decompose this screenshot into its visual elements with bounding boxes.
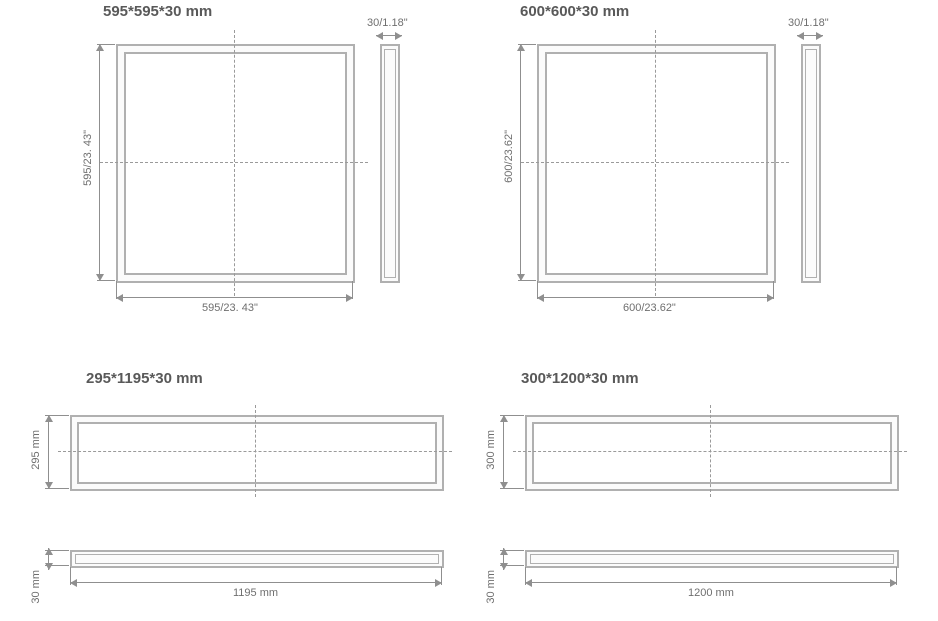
panel4-profile: [525, 550, 899, 568]
panel1-height-dim: [99, 44, 100, 281]
panel1-width-dim: [116, 297, 353, 298]
panel2-height-dim: [520, 44, 521, 281]
panel1-title: 595*595*30 mm: [103, 3, 212, 20]
panel1-thick-dim: [376, 35, 402, 36]
panel3-centerline-v: [255, 405, 256, 497]
panel2-profile: [801, 44, 821, 283]
panel2-front-inner: [545, 52, 768, 275]
panel3-width-dim: [70, 582, 442, 583]
panel3-title: 295*1195*30 mm: [86, 370, 203, 387]
panel3-front-inner: [77, 422, 437, 484]
panel4-centerline-v: [710, 405, 711, 497]
panel4-height-label: 300 mm: [485, 430, 497, 470]
panel1-height-label: 595/23. 43": [82, 130, 94, 186]
panel1-width-label: 595/23. 43": [202, 302, 258, 314]
panel1-thick-label: 30/1.18": [367, 17, 408, 29]
panel4-height-dim: [503, 415, 504, 489]
panel2-height-label: 600/23.62": [503, 130, 515, 183]
panel4-width-dim: [525, 582, 897, 583]
panel3-thick-label: 30 mm: [30, 570, 42, 604]
panel2-width-dim: [537, 297, 774, 298]
panel4-title: 300*1200*30 mm: [521, 370, 639, 387]
panel1-front: [116, 44, 355, 283]
panel3-width-label: 1195 mm: [233, 587, 278, 599]
panel2-thick-label: 30/1.18": [788, 17, 829, 29]
panel4-width-label: 1200 mm: [688, 587, 734, 599]
panel4-thick-dim: [503, 548, 504, 570]
panel2-width-label: 600/23.62": [623, 302, 676, 314]
panel1-centerline-v: [234, 30, 235, 296]
panel1-front-inner: [124, 52, 347, 275]
panel2-front: [537, 44, 776, 283]
panel2-centerline-v: [655, 30, 656, 296]
panel2-title: 600*600*30 mm: [520, 3, 629, 20]
panel4-front-inner: [532, 422, 892, 484]
panel3-thick-dim: [48, 548, 49, 570]
panel3-front: [70, 415, 444, 491]
panel3-height-label: 295 mm: [30, 430, 42, 470]
panel4-front: [525, 415, 899, 491]
panel2-thick-dim: [797, 35, 823, 36]
page: 595*595*30 mm 30/1.18" 595/23. 43" 595/2…: [0, 0, 938, 621]
panel3-profile: [70, 550, 444, 568]
panel1-profile: [380, 44, 400, 283]
panel4-thick-label: 30 mm: [485, 570, 497, 604]
panel3-height-dim: [48, 415, 49, 489]
